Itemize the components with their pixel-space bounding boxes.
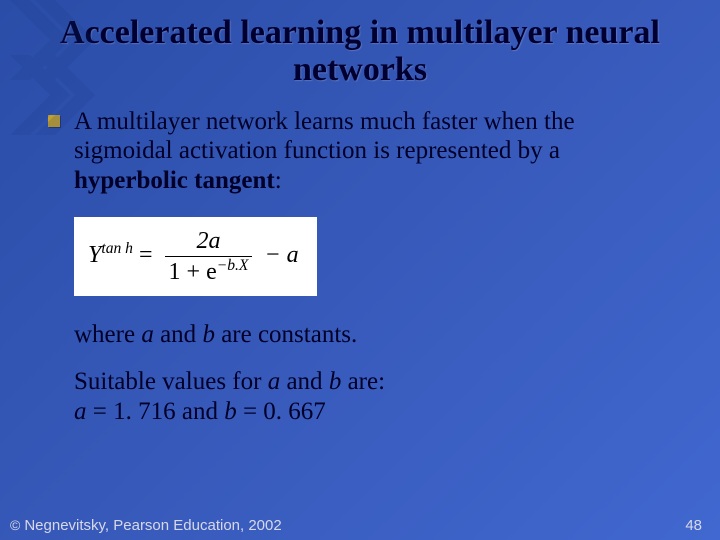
suitable-values: Suitable values for a and b are: a = 1. … [74,367,672,426]
formula-box: Ytan h = 2a1 + e−b.X − a [74,217,317,296]
copyright-icon: © [10,517,20,533]
where-line: where a and b are constants. [74,320,672,350]
formula-fraction: 2a1 + e−b.X [165,227,253,286]
formula-lhs-sup: tan h [101,240,133,257]
page-number: 48 [685,517,702,534]
formula-denominator: 1 + e−b.X [165,257,253,286]
formula-equals: = [133,242,159,268]
footer: ©Negnevitsky, Pearson Education, 2002 48 [0,517,720,534]
formula-numerator: 2a [165,227,253,256]
footer-text: Negnevitsky, Pearson Education, 2002 [24,517,281,534]
bullet-text-bold: hyperbolic tangent [74,167,275,194]
decorative-chevrons [0,0,170,170]
formula-lhs-var: Y [88,242,101,268]
footer-left: ©Negnevitsky, Pearson Education, 2002 [10,517,282,534]
bullet-text-suffix: : [275,167,282,194]
formula-trailing: − a [258,242,298,268]
